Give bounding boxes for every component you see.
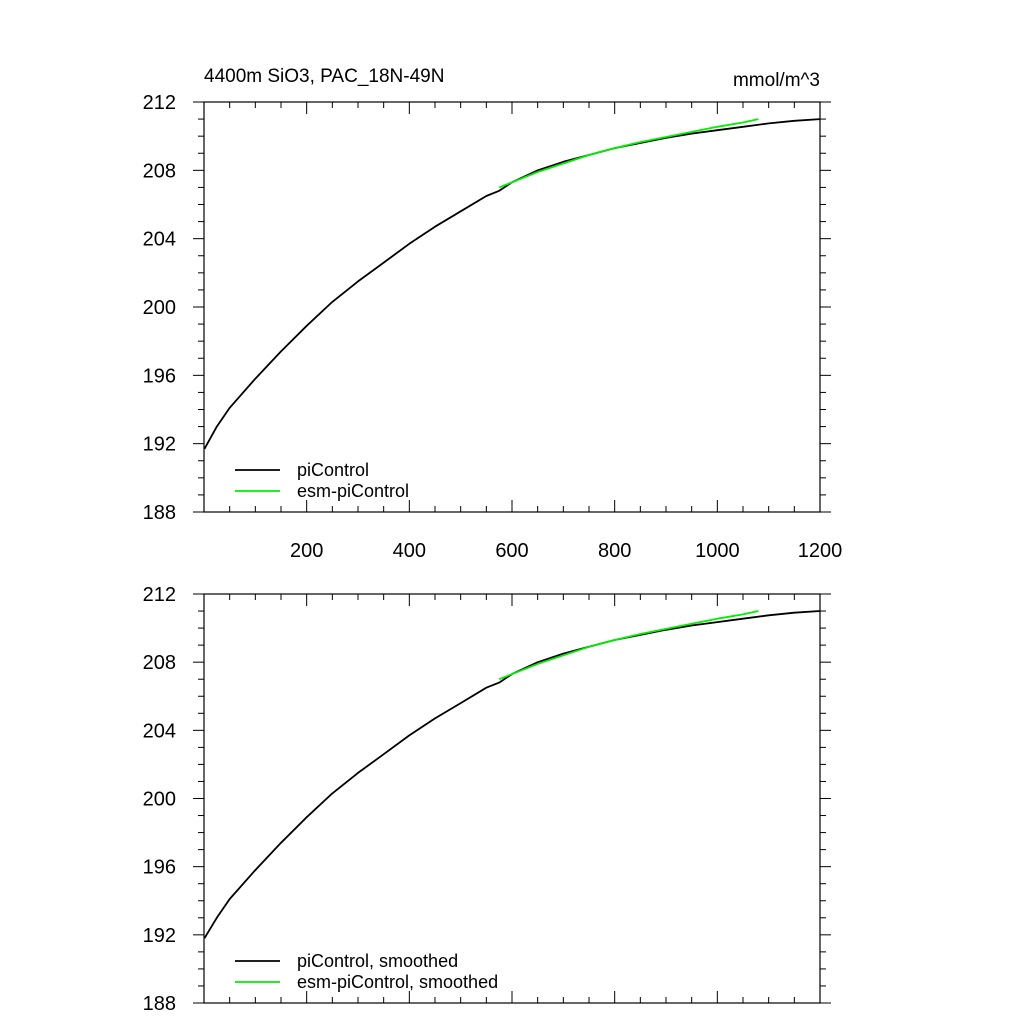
chart-title: 4400m SiO3, PAC_18N-49N bbox=[204, 66, 444, 87]
series-line-0 bbox=[203, 610, 821, 939]
series-line-0 bbox=[203, 118, 821, 450]
x-tick-label: 800 bbox=[598, 540, 631, 562]
plot-frame bbox=[203, 101, 821, 513]
x-tick-label: 1200 bbox=[798, 540, 843, 562]
y-tick-label: 208 bbox=[143, 160, 176, 182]
legend-label: piControl bbox=[297, 460, 369, 480]
x-tick-label: 600 bbox=[495, 540, 528, 562]
y-tick-label: 204 bbox=[143, 229, 176, 251]
series-line-1 bbox=[498, 610, 759, 681]
legend-label: esm-piControl bbox=[297, 481, 409, 501]
y-tick-label: 200 bbox=[143, 297, 176, 319]
series-line-1 bbox=[498, 118, 759, 189]
y-tick-label: 192 bbox=[143, 925, 176, 947]
bottom-panel: 188 192 196 200 204 208 212 piControl, smoothed… bbox=[143, 584, 831, 1015]
y-tick-label: 196 bbox=[143, 365, 176, 387]
x-tick-label: 400 bbox=[393, 540, 426, 562]
legend-label: esm-piControl, smoothed bbox=[297, 972, 498, 992]
x-tick-label: 1000 bbox=[695, 540, 740, 562]
units-label: mmol/m^3 bbox=[733, 70, 820, 91]
y-tick-label: 188 bbox=[143, 502, 176, 524]
y-tick-label: 212 bbox=[143, 584, 176, 606]
legend-label: piControl, smoothed bbox=[297, 951, 458, 971]
y-tick-label: 208 bbox=[143, 652, 176, 674]
x-tick-label: 200 bbox=[290, 540, 323, 562]
y-tick-label: 204 bbox=[143, 720, 176, 742]
y-tick-label: 188 bbox=[143, 993, 176, 1015]
top-panel: 188 192 196 200 204 208 212 200 400 600 800 1000 120… bbox=[143, 92, 843, 562]
y-tick-label: 196 bbox=[143, 857, 176, 879]
y-tick-label: 200 bbox=[143, 789, 176, 811]
plot-frame bbox=[203, 593, 821, 1004]
y-tick-label: 212 bbox=[143, 92, 176, 114]
y-tick-label: 192 bbox=[143, 434, 176, 456]
